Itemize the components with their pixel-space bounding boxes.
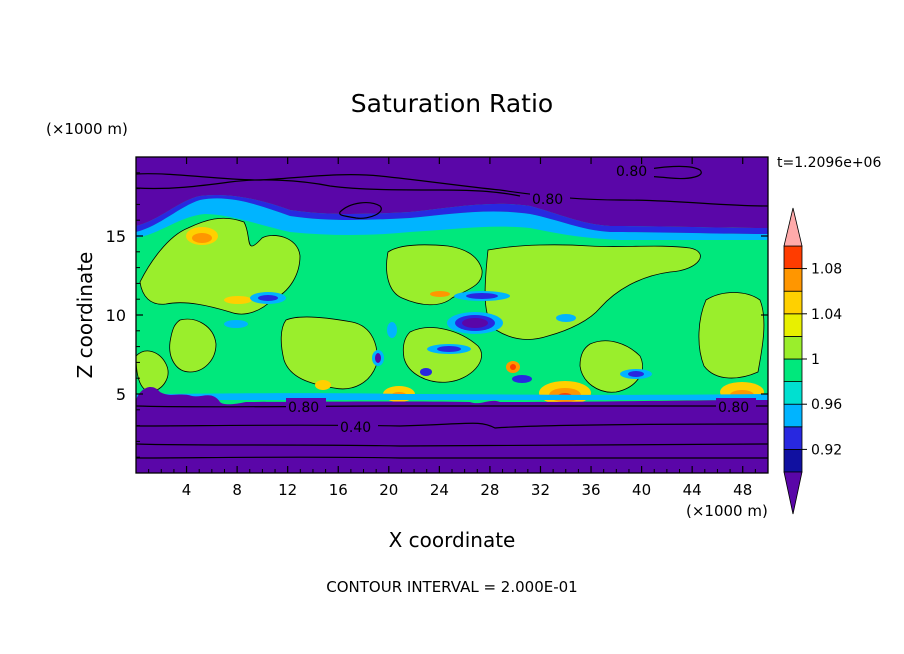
x-tick-label: 32 <box>531 481 550 499</box>
x-tick-label: 48 <box>733 481 752 499</box>
chart-title: Saturation Ratio <box>351 89 553 118</box>
y-tick-label: 15 <box>106 227 126 246</box>
colorbar-segment <box>783 426 803 450</box>
y-tick-label: 5 <box>116 385 126 404</box>
x-unit-label: (×1000 m) <box>686 502 768 520</box>
contour-labels: 0.80 0.80 0.80 0.80 0.40 <box>286 162 756 436</box>
x-tick-label: 36 <box>581 481 600 499</box>
colorbar-segment <box>783 448 803 473</box>
x-tick-label: 44 <box>683 481 702 499</box>
x-tick-label: 4 <box>182 481 192 499</box>
contour-label: 0.80 <box>718 400 749 416</box>
x-tick-label: 12 <box>278 481 297 499</box>
contour-label: 0.80 <box>532 192 563 208</box>
y-unit-label: (×1000 m) <box>46 120 128 138</box>
colorbar-segment <box>783 358 803 383</box>
colorbar-segment <box>783 290 803 315</box>
colorbar-tick-label: 1.04 <box>811 307 842 323</box>
colorbar-segment <box>783 381 803 405</box>
contour-label: 0.80 <box>288 400 319 416</box>
x-tick-label: 40 <box>632 481 651 499</box>
colorbar-segment <box>783 313 803 337</box>
supersaturated-regions <box>136 217 765 393</box>
colorbar-segment <box>783 245 803 270</box>
upper-blue-transition <box>136 194 768 234</box>
subsaturated-pockets <box>224 291 652 383</box>
y-tick-label: 10 <box>106 306 126 325</box>
contour-lines <box>136 165 768 459</box>
x-axis-label: X coordinate <box>389 528 516 552</box>
colorbar-segment <box>783 335 803 360</box>
contour-label: 0.40 <box>340 420 371 436</box>
time-label: t=1.2096e+06 <box>777 155 881 171</box>
colorbar-tick-label: 1 <box>811 352 820 368</box>
contour-interval-note: CONTOUR INTERVAL = 2.000E-01 <box>326 578 577 596</box>
colorbar-over-arrow <box>783 207 803 247</box>
x-tick-label: 28 <box>480 481 499 499</box>
colorbar-tick-label: 0.92 <box>811 442 842 458</box>
colorbar-tick-label: 1.08 <box>811 262 842 278</box>
x-tick-label: 24 <box>430 481 449 499</box>
colorbar-segment <box>783 403 803 428</box>
colorbar: 0.92 0.96 1 1.04 1.08 <box>783 207 842 515</box>
contour-field: 0.80 0.80 0.80 0.80 0.40 <box>136 157 768 473</box>
contour-label: 0.80 <box>616 164 647 180</box>
x-tick-label: 20 <box>379 481 398 499</box>
y-axis-label: Z coordinate <box>73 252 97 379</box>
upper-dry-layer <box>136 157 768 228</box>
x-tick-label: 8 <box>232 481 242 499</box>
colorbar-tick-label: 0.96 <box>811 397 842 413</box>
colorbar-under-arrow <box>783 471 803 515</box>
colorbar-segment <box>783 268 803 292</box>
upper-cyan-transition <box>136 198 768 240</box>
x-tick-label: 16 <box>329 481 348 499</box>
